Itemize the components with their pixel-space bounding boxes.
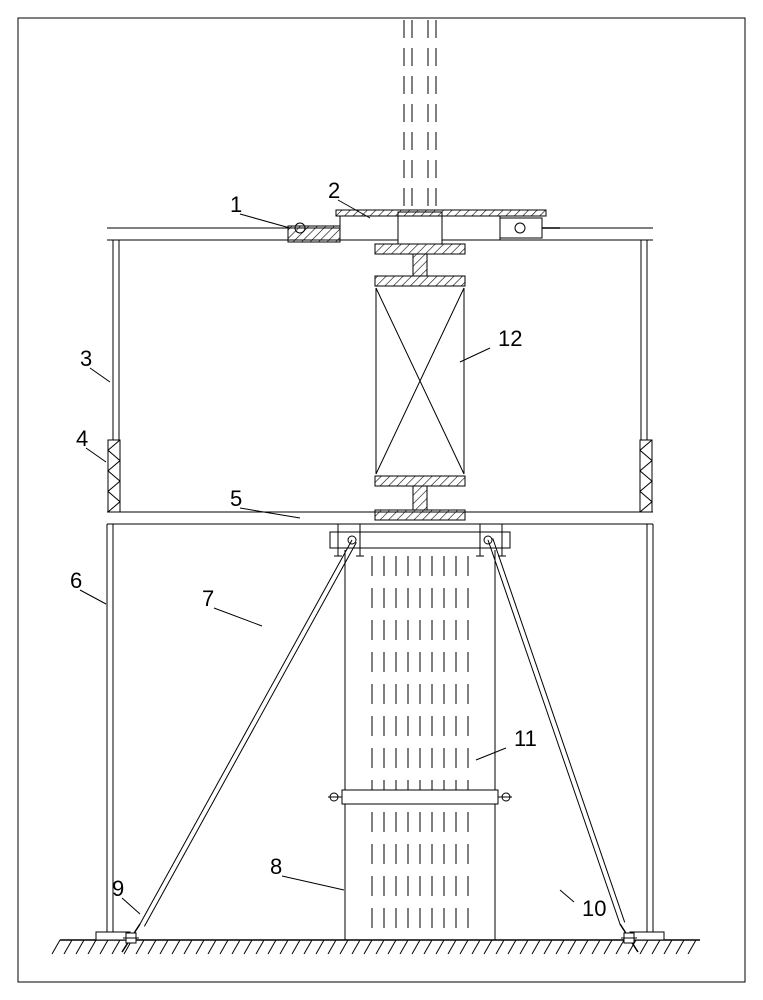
leader-10 <box>560 890 574 902</box>
base-foot-right <box>630 932 664 940</box>
clamp-housing-right <box>500 218 542 238</box>
leader-7 <box>214 608 262 626</box>
label-11: 11 <box>514 726 537 751</box>
label-12: 12 <box>498 326 522 351</box>
leader-6 <box>80 590 106 604</box>
tripod-leg-left <box>140 540 352 924</box>
label-4: 4 <box>76 426 88 451</box>
clamp-screw-rod <box>336 210 546 216</box>
figure-border <box>18 18 745 982</box>
tee-upper-bot-flange <box>375 276 465 286</box>
tee-lower-top-flange <box>375 476 465 486</box>
label-10: 10 <box>582 896 606 921</box>
tee-upper-top-flange <box>375 244 465 254</box>
leader-5 <box>240 508 300 518</box>
label-1: 1 <box>230 192 242 217</box>
leader-11 <box>476 748 506 760</box>
leader-4 <box>86 448 106 462</box>
label-8: 8 <box>270 854 282 879</box>
label-2: 2 <box>328 178 340 203</box>
clamp-block-left <box>288 226 340 242</box>
tee-upper-web <box>413 254 427 276</box>
tripod-leg-right <box>488 540 620 924</box>
cage-hoop <box>342 790 498 804</box>
label-3: 3 <box>80 346 92 371</box>
base-foot-left <box>96 932 130 940</box>
tee-lower-bot-flange <box>375 510 465 520</box>
label-7: 7 <box>202 586 214 611</box>
label-5: 5 <box>230 486 242 511</box>
leader-3 <box>90 368 110 382</box>
template-plate <box>330 532 510 548</box>
leader-9 <box>122 898 140 914</box>
leader-1 <box>240 214 290 228</box>
label-6: 6 <box>70 568 82 593</box>
leader-8 <box>282 876 344 890</box>
tee-lower-web <box>413 486 427 510</box>
label-9: 9 <box>112 876 124 901</box>
